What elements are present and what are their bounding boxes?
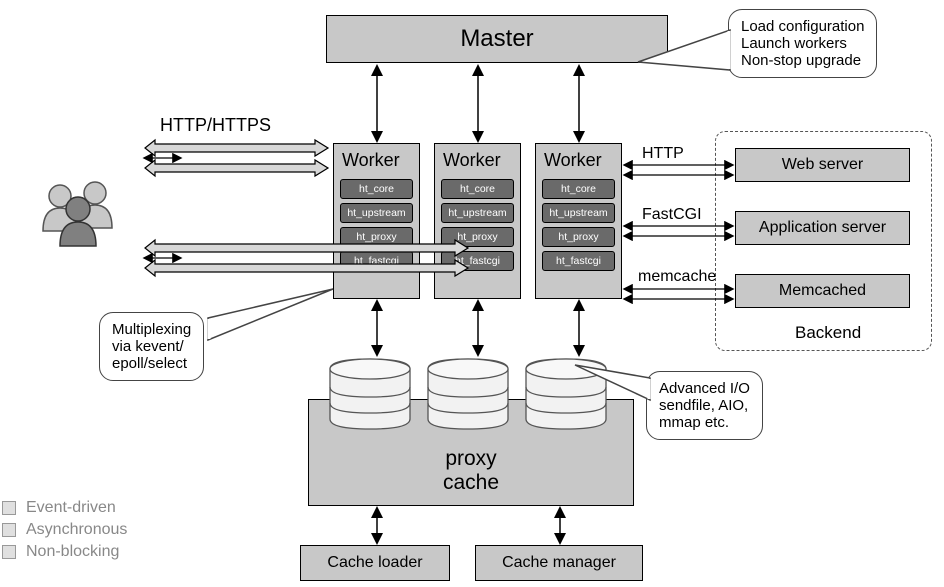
module: ht_fastcgi [441,251,514,271]
legend: Event-driven Asynchronous Non-blocking [2,499,127,561]
module: ht_proxy [441,227,514,247]
callout-load-config: Load configuration Launch workers Non-st… [728,9,877,78]
web-server-box: Web server [735,148,910,182]
legend-swatch [2,545,16,559]
module: ht_fastcgi [340,251,413,271]
proto-http: HTTP [642,145,684,163]
legend-swatch [2,523,16,537]
proto-memcache: memcache [638,268,716,286]
module: ht_upstream [340,203,413,223]
proxy-cache-line2: cache [443,471,499,495]
cache-loader-box: Cache loader [300,545,450,581]
callout-advanced-io: Advanced I/O sendfile, AIO, mmap etc. [646,371,763,440]
callout-tail [575,365,650,400]
big-arrow-top [145,140,328,176]
cache-manager-box: Cache manager [475,545,643,581]
proxy-cache-line1: proxy [445,447,496,471]
proxy-cache-box: proxy cache [308,399,634,506]
worker-title: Worker [439,148,516,175]
callout-tail [208,289,333,340]
module: ht_proxy [542,227,615,247]
proto-fastcgi: FastCGI [642,206,702,224]
callout-multiplex: Multiplexing via kevent/ epoll/select [99,312,204,381]
master-box: Master [326,15,668,63]
worker-box: Worker ht_core ht_upstream ht_proxy ht_f… [535,143,622,299]
worker-title: Worker [338,148,415,175]
module: ht_upstream [542,203,615,223]
module: ht_upstream [441,203,514,223]
master-label: Master [460,25,533,53]
users-icon [43,182,112,246]
module: ht_proxy [340,227,413,247]
app-server-box: Application server [735,211,910,245]
memcached-box: Memcached [735,274,910,308]
worker-box: Worker ht_core ht_upstream ht_proxy ht_f… [333,143,420,299]
module: ht_core [340,179,413,199]
module: ht_fastcgi [542,251,615,271]
module: ht_core [542,179,615,199]
legend-swatch [2,501,16,515]
http-https-label: HTTP/HTTPS [160,115,271,136]
worker-box: Worker ht_core ht_upstream ht_proxy ht_f… [434,143,521,299]
worker-title: Worker [540,148,617,175]
backend-label: Backend [795,323,861,343]
module: ht_core [441,179,514,199]
